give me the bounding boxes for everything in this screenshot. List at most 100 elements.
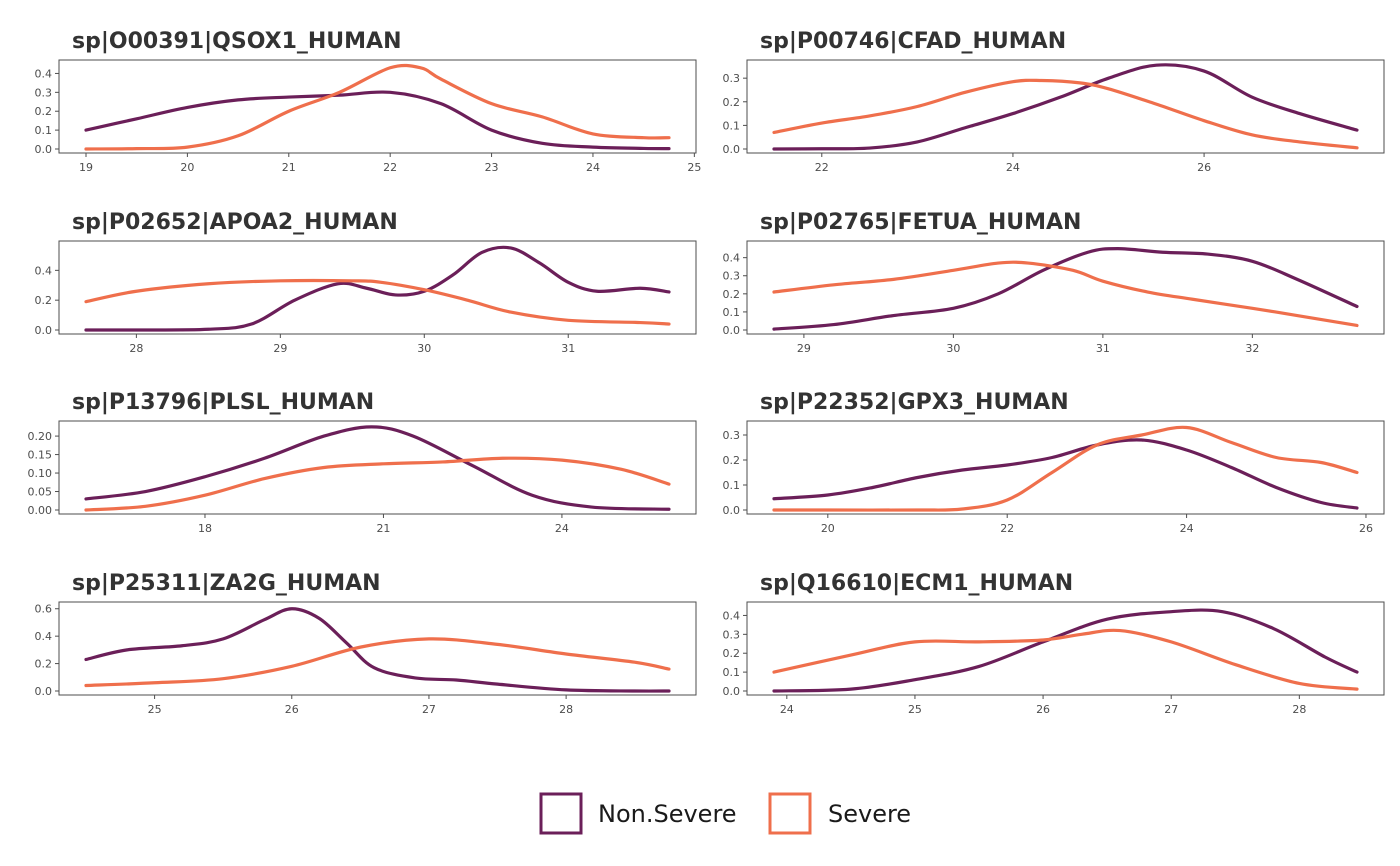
y-tick-label: 0.0 [35, 685, 53, 698]
y-tick-label: 0.4 [723, 252, 741, 265]
series-line-non-severe [84, 425, 671, 511]
x-tick-label: 31 [1096, 342, 1110, 355]
panel-frame [58, 420, 697, 515]
y-tick-label: 0.4 [35, 264, 53, 277]
legend-key-severe [768, 792, 812, 835]
series-line-non-severe [84, 90, 671, 151]
panel-8: sp|Q16610|ECM1_HUMAN 0.0 0.1 0.2 0.3 0.4 24 25 2… [723, 571, 1385, 716]
legend: Non.Severe Severe [539, 792, 911, 835]
panel-title: sp|P02652|APOA2_HUMAN [72, 210, 398, 235]
legend-key-non-severe [539, 792, 583, 835]
panel-1: sp|O00391|QSOX1_HUMAN 0.0 0.1 0.2 0.3 0.4 19 20… [35, 29, 702, 174]
x-tick-label: 27 [422, 703, 436, 716]
x-tick-label: 24 [555, 522, 569, 535]
panel-frame [746, 420, 1385, 515]
x-tick-label: 22 [383, 161, 397, 174]
x-tick-label: 26 [1197, 161, 1211, 174]
panel-title: sp|P00746|CFAD_HUMAN [760, 29, 1066, 54]
series-line-severe [772, 628, 1359, 691]
x-tick-label: 19 [79, 161, 93, 174]
y-tick-label: 0.1 [723, 479, 741, 492]
legend-label-non-severe: Non.Severe [598, 800, 737, 828]
x-tick-label: 28 [559, 703, 573, 716]
x-tick-label: 25 [687, 161, 701, 174]
series-line-severe [772, 78, 1359, 150]
y-tick-label: 0.4 [35, 630, 53, 643]
panel-frame [746, 601, 1385, 696]
x-tick-label: 22 [1000, 522, 1014, 535]
series-line-non-severe [84, 607, 671, 693]
panel-frame [58, 59, 697, 154]
panel-title: sp|Q16610|ECM1_HUMAN [760, 571, 1073, 596]
series-line-non-severe [84, 245, 671, 332]
x-tick-label: 24 [780, 703, 794, 716]
panel-title: sp|P22352|GPX3_HUMAN [760, 390, 1069, 415]
y-tick-label: 0.00 [28, 504, 53, 517]
x-tick-label: 20 [180, 161, 194, 174]
panel-4: sp|P02765|FETUA_HUMAN 0.0 0.1 0.2 0.3 0.4 29 30… [723, 210, 1385, 355]
y-tick-label: 0.2 [723, 96, 741, 109]
panel-frame [58, 601, 697, 696]
x-tick-label: 18 [198, 522, 212, 535]
y-tick-label: 0.3 [723, 72, 741, 85]
y-tick-label: 0.3 [35, 86, 53, 99]
x-tick-label: 27 [1164, 703, 1178, 716]
series-line-non-severe [772, 247, 1359, 331]
panel-frame [746, 240, 1385, 335]
y-tick-label: 0.05 [28, 486, 53, 499]
x-tick-label: 26 [1359, 522, 1373, 535]
y-tick-label: 0.2 [35, 105, 53, 118]
y-tick-label: 0.15 [28, 449, 53, 462]
x-tick-label: 23 [485, 161, 499, 174]
x-tick-label: 22 [815, 161, 829, 174]
x-tick-label: 21 [282, 161, 296, 174]
x-tick-label: 29 [797, 342, 811, 355]
x-tick-label: 31 [561, 342, 575, 355]
y-tick-label: 0.2 [723, 288, 741, 301]
y-tick-label: 0.3 [723, 429, 741, 442]
x-tick-label: 30 [946, 342, 960, 355]
x-tick-label: 21 [376, 522, 390, 535]
y-tick-label: 0.3 [723, 628, 741, 641]
x-tick-label: 30 [417, 342, 431, 355]
y-tick-label: 0.1 [723, 306, 741, 319]
panel-3: sp|P02652|APOA2_HUMAN 0.0 0.2 0.4 28 29 30 31 [35, 210, 697, 355]
panel-title: sp|O00391|QSOX1_HUMAN [72, 29, 402, 54]
panels-group: sp|O00391|QSOX1_HUMAN 0.0 0.1 0.2 0.3 0.4 19 20… [28, 29, 1385, 716]
y-tick-label: 0.1 [35, 124, 53, 137]
legend-label-severe: Severe [828, 800, 911, 828]
series-line-severe [84, 63, 671, 151]
y-tick-label: 0.4 [35, 67, 53, 80]
x-tick-label: 26 [285, 703, 299, 716]
series-line-severe [84, 278, 671, 326]
y-tick-label: 0.4 [723, 609, 741, 622]
panel-title: sp|P13796|PLSL_HUMAN [72, 390, 374, 415]
panel-frame [58, 240, 697, 335]
panel-title: sp|P25311|ZA2G_HUMAN [72, 571, 381, 596]
y-tick-label: 0.6 [35, 603, 53, 616]
panel-frame [746, 59, 1385, 154]
x-tick-label: 28 [129, 342, 143, 355]
y-tick-label: 0.3 [723, 270, 741, 283]
series-line-severe [84, 637, 671, 688]
y-tick-label: 0.2 [35, 658, 53, 671]
x-tick-label: 24 [586, 161, 600, 174]
x-tick-label: 28 [1292, 703, 1306, 716]
series-line-non-severe [772, 438, 1359, 510]
x-tick-label: 32 [1245, 342, 1259, 355]
series-line-severe [772, 260, 1359, 328]
panel-6: sp|P22352|GPX3_HUMAN 0.0 0.1 0.2 0.3 20 22 24 26 [723, 390, 1385, 535]
x-tick-label: 20 [821, 522, 835, 535]
y-tick-label: 0.0 [35, 324, 53, 337]
y-tick-label: 0.0 [723, 504, 741, 517]
series-line-severe [84, 456, 671, 512]
x-tick-label: 29 [273, 342, 287, 355]
y-tick-label: 0.0 [723, 324, 741, 337]
x-tick-label: 24 [1180, 522, 1194, 535]
y-tick-label: 0.0 [723, 143, 741, 156]
series-line-severe [772, 425, 1359, 512]
panel-title: sp|P02765|FETUA_HUMAN [760, 210, 1081, 235]
y-tick-label: 0.10 [28, 467, 53, 480]
series-line-non-severe [772, 608, 1359, 693]
